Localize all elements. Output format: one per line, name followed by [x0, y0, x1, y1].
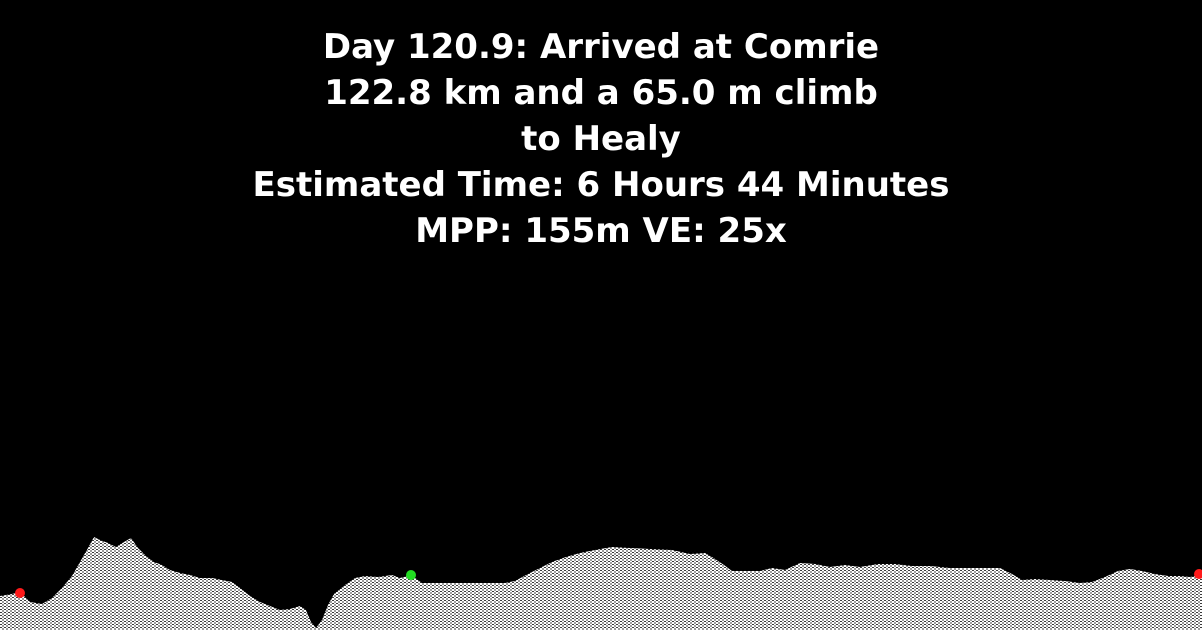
route-info-header: Day 120.9: Arrived at Comrie 122.8 km an…: [0, 24, 1202, 254]
mpp-ve-text: MPP: 155m VE: 25x: [415, 211, 787, 251]
end-marker: [1194, 569, 1202, 579]
distance-climb-text: 122.8 km and a 65.0 m climb: [324, 73, 878, 113]
terrain-silhouette: [0, 537, 1202, 630]
destination-text: to Healy: [521, 119, 681, 159]
current-position-marker: [406, 570, 416, 580]
estimated-time-text: Estimated Time: 6 Hours 44 Minutes: [252, 165, 950, 205]
day-arrival-title: Day 120.9: Arrived at Comrie: [322, 27, 880, 67]
start-marker: [15, 588, 25, 598]
